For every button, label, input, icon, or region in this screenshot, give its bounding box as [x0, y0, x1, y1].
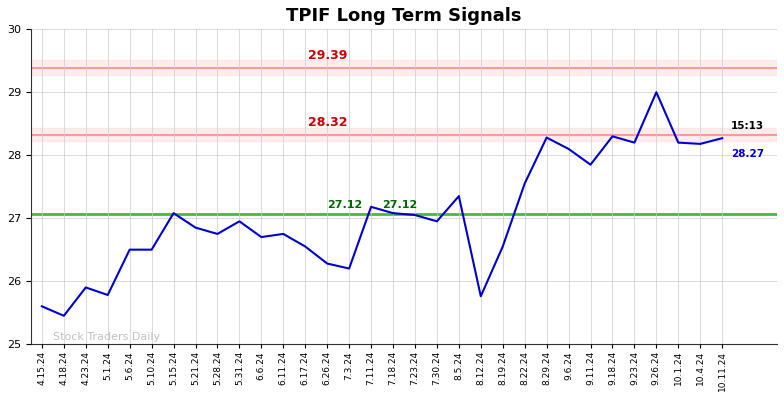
Text: 27.12: 27.12 [382, 200, 417, 210]
Text: Stock Traders Daily: Stock Traders Daily [53, 332, 160, 342]
Bar [31, 60, 777, 74]
Text: 29.39: 29.39 [308, 49, 347, 62]
Text: 27.12: 27.12 [327, 200, 362, 210]
Bar [31, 127, 777, 141]
Text: 28.27: 28.27 [731, 149, 764, 159]
Title: TPIF Long Term Signals: TPIF Long Term Signals [286, 7, 521, 25]
Text: 28.32: 28.32 [308, 116, 347, 129]
Text: 15:13: 15:13 [731, 121, 764, 131]
